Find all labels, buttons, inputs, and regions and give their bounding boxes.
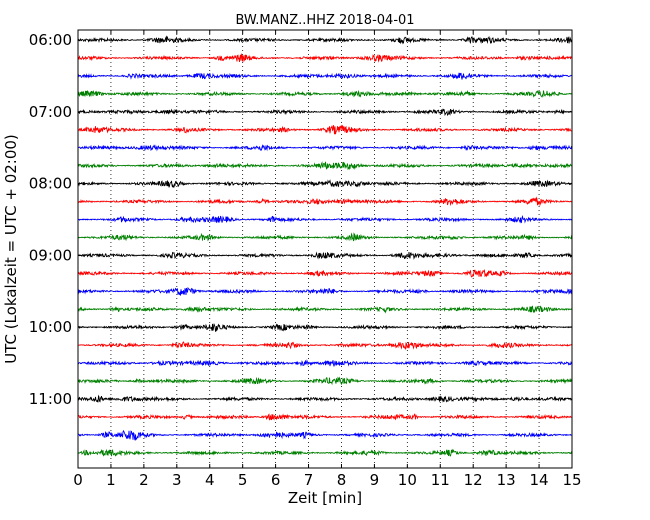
x-tick-label: 1 [106, 471, 116, 489]
seismic-trace [77, 376, 573, 386]
x-tick-label: 11 [431, 471, 450, 489]
seismic-trace [77, 124, 573, 135]
seismic-trace [77, 232, 573, 242]
seismic-traces [77, 35, 573, 457]
x-tick-label: 12 [464, 471, 483, 489]
y-axis-label: UTC (Lokalzeit = UTC + 02:00) [2, 134, 20, 364]
x-tick-label: 7 [304, 471, 314, 489]
x-tick-label: 4 [205, 471, 215, 489]
y-tick-label: 08:00 [29, 175, 72, 193]
seismic-trace [77, 108, 573, 117]
x-tick-label: 15 [562, 471, 581, 489]
seismic-trace [77, 394, 573, 403]
seismic-trace [77, 72, 573, 80]
seismic-trace [77, 215, 573, 224]
seismic-trace [77, 196, 573, 207]
plot-frame [77, 29, 573, 469]
grid-lines [110, 30, 540, 468]
y-tick-label: 11:00 [29, 390, 72, 408]
seismic-trace [77, 341, 573, 351]
x-tick-label: 14 [530, 471, 549, 489]
x-tick-label: 8 [337, 471, 347, 489]
y-tick-label: 10:00 [29, 318, 72, 336]
x-tick-label: 3 [172, 471, 182, 489]
chart-title: BW.MANZ..HHZ 2018-04-01 [235, 13, 414, 28]
x-tick-label: 5 [238, 471, 248, 489]
seismic-trace [77, 53, 573, 63]
x-axis-label: Zeit [min] [288, 489, 362, 507]
x-tick-label: 0 [73, 471, 83, 489]
seismic-trace [77, 413, 573, 421]
y-tick-label: 09:00 [29, 246, 72, 264]
seismic-trace [77, 286, 573, 296]
y-tick-label: 06:00 [29, 31, 72, 49]
seismic-trace [77, 359, 573, 367]
y-axis-ticks: 06:00 07:00 08:00 09:00 10:00 11:00 [29, 31, 572, 408]
seismic-trace [77, 429, 573, 441]
seismic-trace [77, 268, 573, 278]
seismic-trace [77, 251, 573, 260]
seismic-trace [77, 35, 573, 45]
x-axis-ticks: 0 1 2 3 4 5 6 7 8 9 10 11 12 13 14 15 [73, 30, 582, 489]
seismic-trace [77, 448, 573, 457]
seismic-trace [77, 305, 573, 314]
x-tick-label: 13 [497, 471, 516, 489]
seismic-trace [77, 89, 573, 98]
seismic-trace [77, 161, 573, 171]
seismic-trace [77, 144, 573, 152]
x-tick-label: 2 [139, 471, 149, 489]
seismic-trace [77, 323, 573, 333]
x-tick-label: 10 [398, 471, 417, 489]
x-tick-label: 9 [370, 471, 380, 489]
y-tick-label: 07:00 [29, 103, 72, 121]
seismic-trace [77, 179, 573, 188]
x-tick-label: 6 [271, 471, 281, 489]
